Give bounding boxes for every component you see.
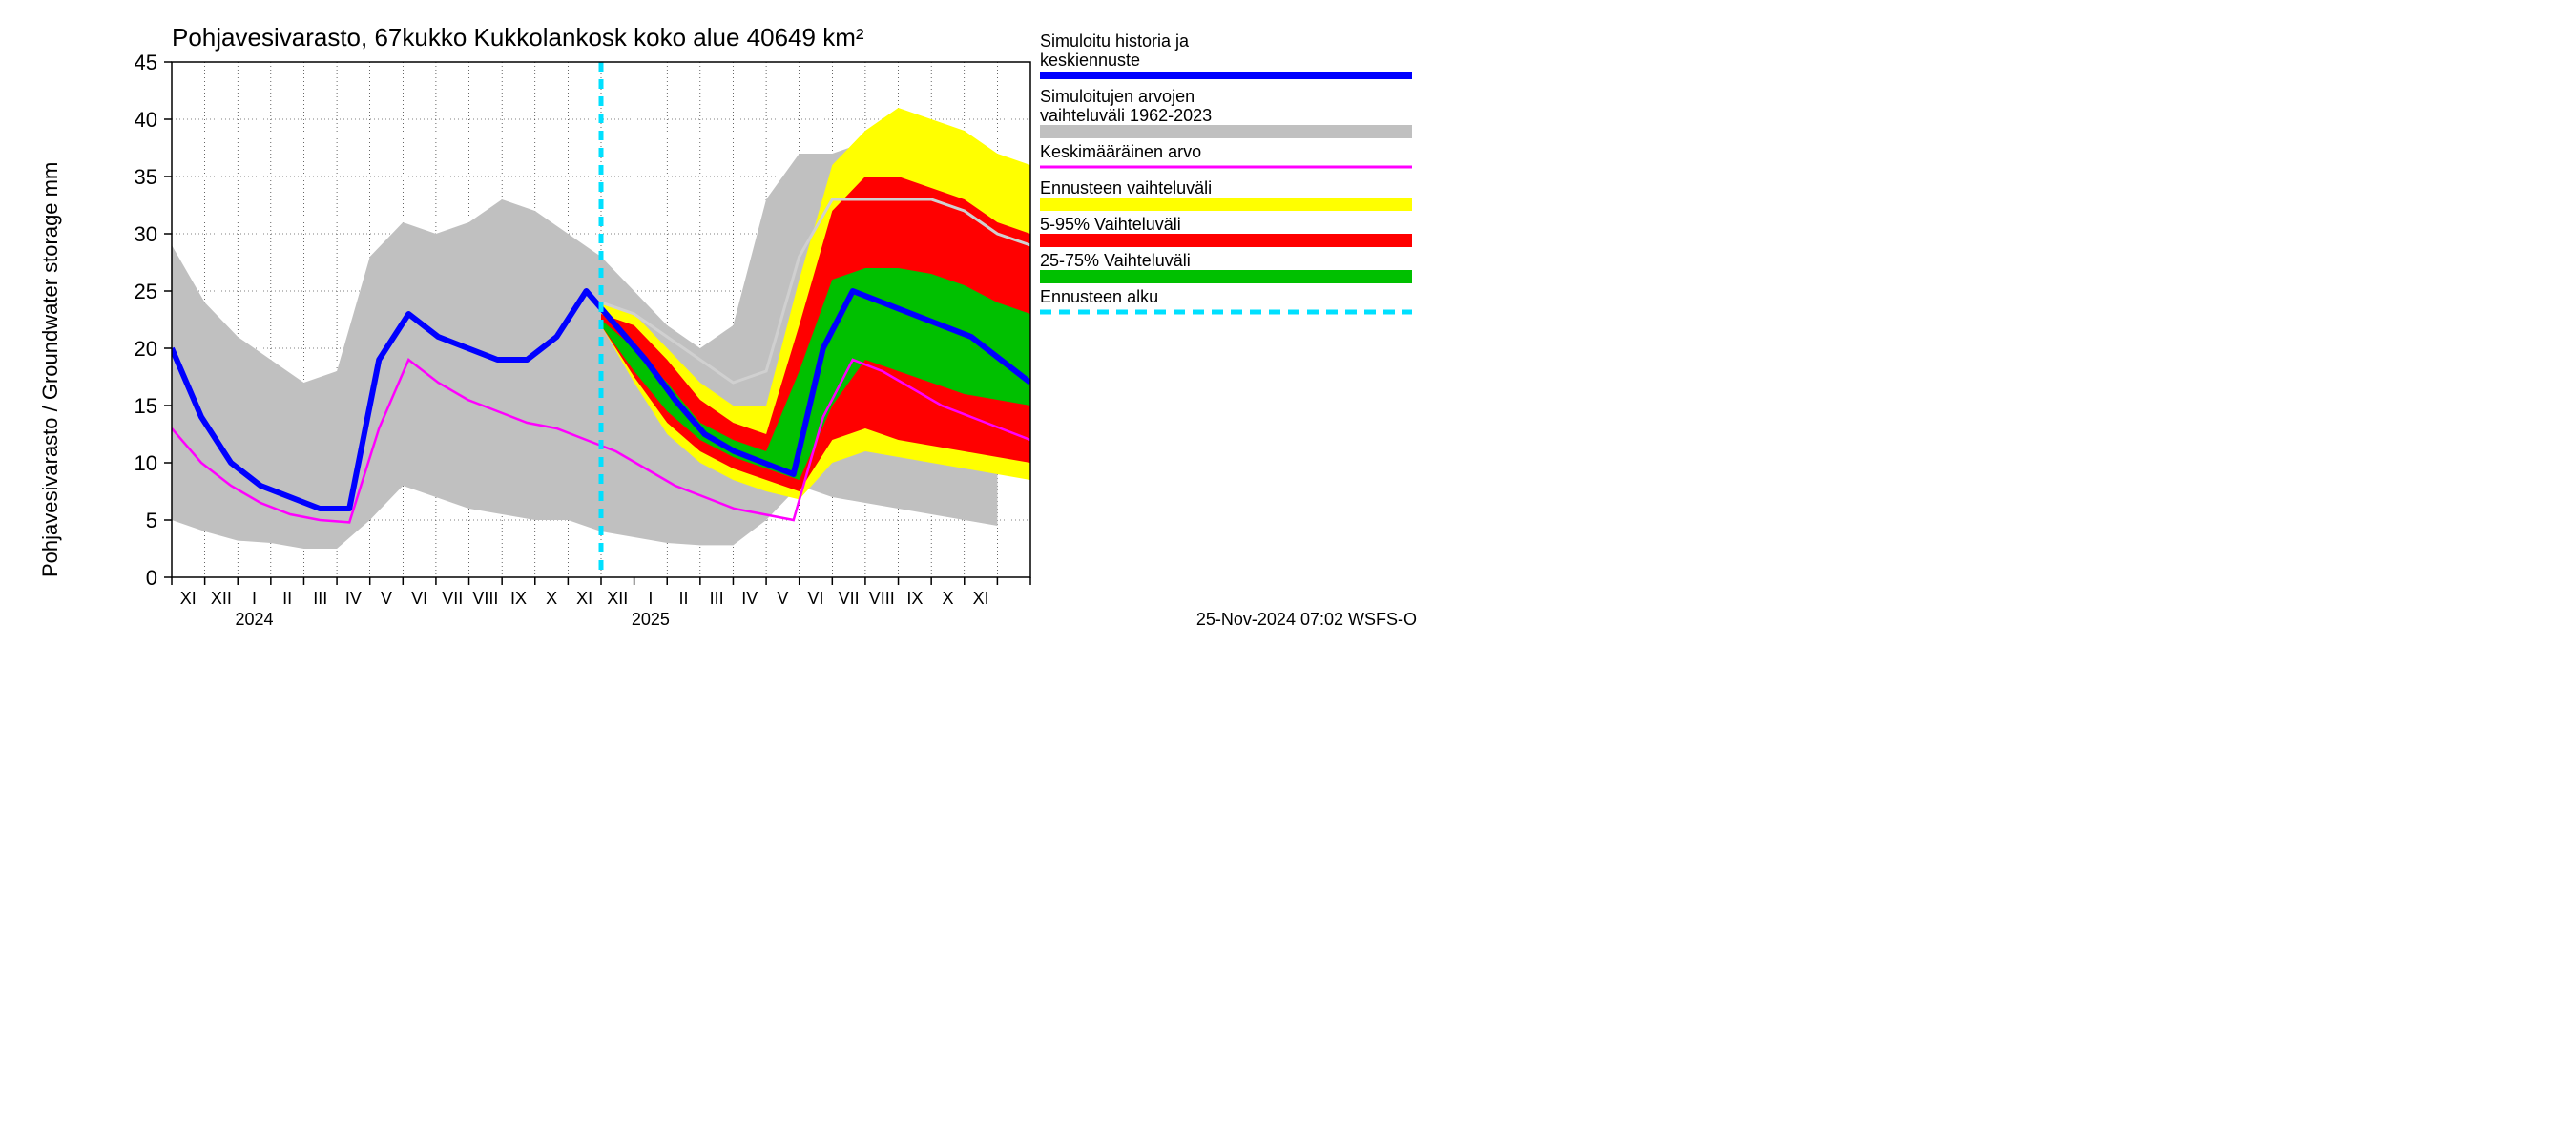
x-month-label: VIII — [869, 589, 895, 608]
y-tick-label: 5 — [146, 509, 157, 532]
legend-label: vaihteluväli 1962-2023 — [1040, 106, 1212, 125]
legend-swatch-band — [1040, 198, 1412, 211]
x-month-label: XI — [973, 589, 989, 608]
x-month-label: II — [679, 589, 689, 608]
chart-svg: 051015202530354045XIXIIIIIIIIIVVVIVIIVII… — [0, 0, 1431, 636]
x-month-label: III — [313, 589, 327, 608]
x-month-label: VII — [839, 589, 860, 608]
x-month-label: IX — [906, 589, 923, 608]
legend: Simuloitu historia jakeskiennuste Simuloi… — [1040, 31, 1412, 312]
chart-container: 051015202530354045XIXIIIIIIIIIVVVIVIIVII… — [0, 0, 1431, 636]
legend-label: Ennusteen alku — [1040, 287, 1158, 306]
x-month-label: I — [252, 589, 257, 608]
x-month-label: VIII — [472, 589, 498, 608]
x-month-label: IV — [741, 589, 758, 608]
legend-label: Keskimääräinen arvo — [1040, 142, 1201, 161]
x-month-label: XI — [576, 589, 592, 608]
x-month-label: III — [710, 589, 724, 608]
x-month-label: II — [282, 589, 292, 608]
x-month-label: XII — [607, 589, 628, 608]
legend-label: Ennusteen vaihteluväli — [1040, 178, 1212, 198]
x-month-label: XII — [211, 589, 232, 608]
y-axis-label: Pohjavesivarasto / Groundwater storage m… — [38, 162, 62, 577]
y-tick-label: 45 — [135, 51, 157, 74]
legend-label: 5-95% Vaihteluväli — [1040, 215, 1181, 234]
legend-label: 25-75% Vaihteluväli — [1040, 251, 1191, 270]
x-month-label: IV — [345, 589, 362, 608]
footer-timestamp: 25-Nov-2024 07:02 WSFS-O — [1196, 610, 1417, 629]
legend-label: Simuloitujen arvojen — [1040, 87, 1195, 106]
x-month-label: XI — [180, 589, 197, 608]
y-tick-label: 0 — [146, 566, 157, 590]
legend-swatch-band — [1040, 125, 1412, 138]
y-tick-label: 15 — [135, 394, 157, 418]
x-month-label: V — [381, 589, 392, 608]
y-tick-label: 20 — [135, 337, 157, 361]
x-year-label: 2024 — [236, 610, 274, 629]
y-tick-label: 10 — [135, 451, 157, 475]
legend-label: Simuloitu historia ja — [1040, 31, 1190, 51]
legend-label: keskiennuste — [1040, 51, 1140, 70]
x-month-label: V — [777, 589, 788, 608]
legend-swatch-band — [1040, 270, 1412, 283]
legend-swatch-band — [1040, 234, 1412, 247]
x-month-label: IX — [510, 589, 527, 608]
y-tick-label: 25 — [135, 280, 157, 303]
y-tick-label: 30 — [135, 222, 157, 246]
y-tick-label: 35 — [135, 165, 157, 189]
x-month-label: VI — [807, 589, 823, 608]
x-month-label: VI — [411, 589, 427, 608]
chart-title: Pohjavesivarasto, 67kukko Kukkolankosk k… — [172, 23, 864, 52]
x-month-label: I — [648, 589, 653, 608]
x-month-label: X — [546, 589, 557, 608]
x-month-label: VII — [442, 589, 463, 608]
x-year-label: 2025 — [632, 610, 670, 629]
x-month-label: X — [942, 589, 953, 608]
y-tick-label: 40 — [135, 108, 157, 132]
